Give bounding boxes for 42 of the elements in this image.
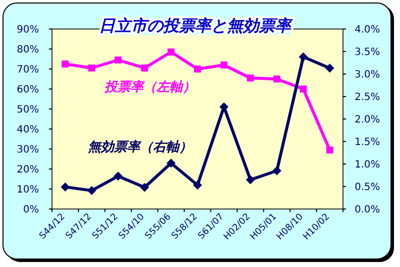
y-tick-label: 80% (16, 44, 39, 56)
point (220, 62, 228, 68)
y2-tick-label: 2.5% (354, 92, 380, 103)
point (140, 182, 150, 192)
point (246, 175, 255, 184)
point (194, 66, 201, 72)
y-tick-label: 90% (16, 24, 39, 36)
point (300, 86, 307, 92)
y-tick-label: 30% (16, 144, 39, 156)
y2-tick-label: 0.5% (354, 182, 380, 193)
point (325, 64, 334, 73)
series-label: 無効票率（右軸） (88, 139, 192, 155)
point (166, 158, 176, 168)
point (168, 48, 175, 56)
y-tick-label: 70% (16, 64, 39, 76)
y2-tick-label: 1.5% (354, 137, 380, 148)
y-tick-label: 10% (16, 184, 39, 196)
y2-tick-label: 0.0% (354, 204, 380, 216)
point (60, 182, 70, 192)
y-tick-label: 20% (16, 164, 39, 176)
y2-tick-label: 2.0% (354, 114, 380, 126)
series-label: 投票率（左軸） (104, 79, 196, 95)
point (272, 166, 282, 176)
point (298, 52, 308, 62)
y2-tick-label: 3.0% (354, 70, 380, 80)
point (114, 56, 122, 64)
point (193, 180, 202, 190)
y-tick-label: 40% (16, 124, 39, 136)
y2-tick-label: 4.0% (354, 24, 380, 36)
point (273, 76, 280, 82)
point (326, 146, 334, 154)
y2-tick-label: 3.5% (354, 47, 380, 58)
y-tick-label: 50% (16, 104, 39, 116)
y-tick-label: 0% (23, 204, 39, 216)
point (88, 64, 96, 72)
point (87, 186, 96, 196)
point (62, 60, 69, 68)
y-tick-label: 60% (16, 84, 39, 96)
point (141, 64, 148, 72)
y2-tick-label: 1.0% (354, 160, 380, 170)
point (246, 74, 254, 82)
point (114, 172, 123, 181)
